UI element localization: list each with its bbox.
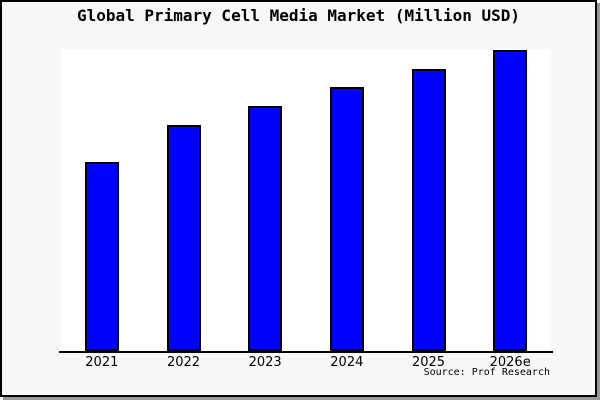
plot-area	[61, 49, 551, 351]
chart-title: Global Primary Cell Media Market (Millio…	[76, 6, 521, 25]
x-tick-2024: 2024	[330, 355, 364, 370]
x-axis-ticks: 2021 2022 2023 2024 2025 2026e	[61, 355, 551, 371]
x-tick-2023: 2023	[248, 355, 282, 370]
bar-2022	[166, 124, 201, 351]
x-axis-line	[59, 351, 553, 353]
bar-2026e	[493, 50, 528, 351]
bar-2021	[84, 161, 119, 351]
x-tick-2025: 2025	[411, 355, 446, 370]
source-attribution: Source: Prof Research	[423, 367, 550, 378]
bar-2024	[329, 87, 364, 351]
x-tick-2021: 2021	[85, 355, 119, 370]
bar-2025	[411, 68, 446, 351]
bar-2023	[248, 106, 283, 351]
x-tick-2022: 2022	[166, 355, 201, 370]
x-tick-2026e: 2026e	[489, 355, 531, 370]
